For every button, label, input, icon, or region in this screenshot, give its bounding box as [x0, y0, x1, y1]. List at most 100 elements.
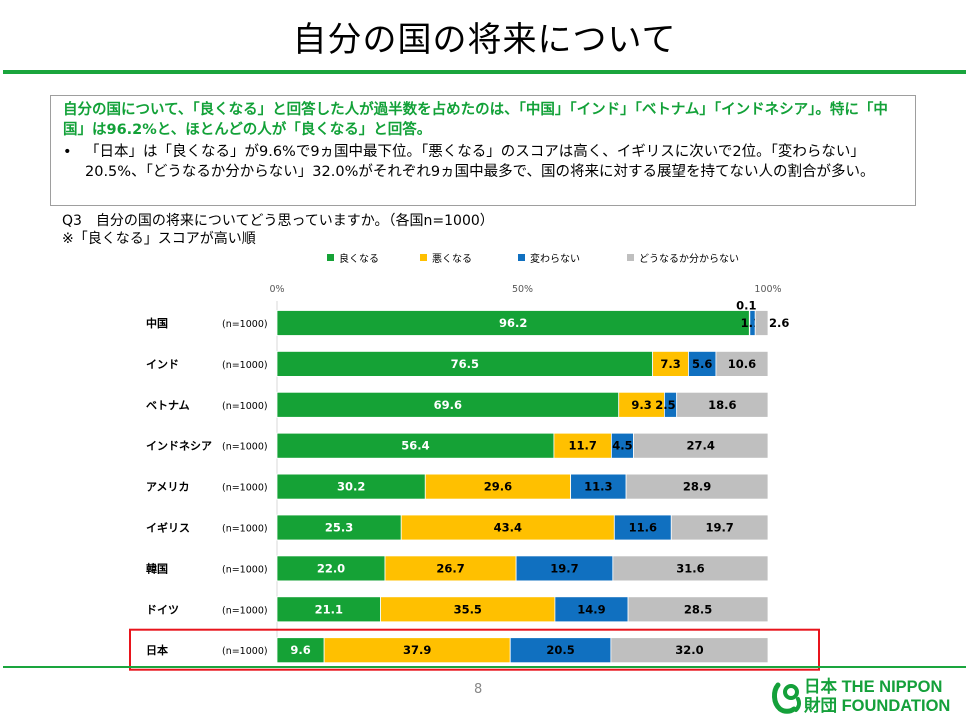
sample-size-label: (n=1000)	[222, 524, 268, 535]
data-label: 25.3	[325, 521, 353, 535]
data-label: 26.7	[436, 561, 464, 575]
x-tick-label: 100%	[754, 284, 781, 295]
logo-line-1: 日本 THE NIPPON	[804, 678, 943, 696]
category-label: インド	[146, 358, 179, 371]
summary-box: 自分の国について、「良くなる」と回答した人が過半数を占めたのは、「中国」「インド…	[50, 95, 916, 206]
page-title: 自分の国の将来について	[292, 20, 677, 60]
data-label: 7.3	[660, 357, 680, 371]
sample-size-label: (n=1000)	[222, 319, 268, 330]
data-label: 29.6	[484, 480, 512, 494]
bar-segment	[670, 514, 769, 541]
sample-size-label: (n=1000)	[222, 564, 268, 575]
legend-item: 良くなる	[327, 250, 379, 265]
bar-segment	[380, 596, 556, 623]
data-label: 96.2	[499, 316, 527, 330]
bar-segment	[509, 637, 612, 664]
data-label: 69.6	[434, 398, 462, 412]
category-label: ベトナム	[146, 399, 190, 412]
bar-segment	[613, 514, 672, 541]
bar-segment	[424, 473, 572, 500]
data-label: 9.3	[631, 398, 651, 412]
summary-bullet-text: 「日本」は「良くなる」が9.6%で9ヵ国中最下位。「悪くなる」のスコアは高く、イ…	[85, 144, 875, 180]
data-label: 10.6	[728, 357, 756, 371]
data-label: 28.5	[684, 602, 712, 616]
data-label: 37.9	[403, 643, 431, 657]
question-text: Q3 自分の国の将来についてどう思っていますか。（各国n=1000）	[62, 213, 494, 229]
bar-segment	[612, 555, 769, 582]
bar-segment	[384, 555, 517, 582]
legend-swatch	[627, 254, 634, 261]
bar-segment	[610, 637, 769, 664]
data-label: 11.7	[568, 439, 596, 453]
data-label: 30.2	[337, 480, 365, 494]
data-label: 21.1	[315, 602, 343, 616]
category-label: 中国	[146, 316, 168, 330]
data-label: 19.7	[550, 561, 578, 575]
bar-segment	[276, 350, 654, 377]
bar-segment	[515, 555, 614, 582]
bar-segment	[276, 555, 386, 582]
data-label: 9.6	[290, 643, 310, 657]
data-label: 11.6	[629, 521, 657, 535]
bar-segment	[276, 432, 555, 459]
data-label: 31.6	[676, 561, 704, 575]
summary-headline: 自分の国について、「良くなる」と回答した人が過半数を占めたのは、「中国」「インド…	[63, 102, 888, 138]
x-tick-label: 0%	[269, 284, 284, 295]
bullet-mark: •	[63, 144, 72, 160]
sample-size-label: (n=1000)	[222, 401, 268, 412]
data-label: 32.0	[675, 643, 703, 657]
bar-segment	[618, 391, 665, 418]
question-note: ※「良くなる」スコアが高い順	[62, 231, 256, 247]
nippon-foundation-logo: 日本 THE NIPPON 財団 FOUNDATION	[770, 677, 950, 717]
title-divider	[3, 70, 966, 74]
category-label: 日本	[146, 643, 168, 657]
category-label: インドネシア	[146, 440, 212, 453]
data-label: 35.5	[454, 602, 482, 616]
bar-segment	[754, 310, 769, 336]
data-label: 22.0	[317, 561, 345, 575]
data-label: 2.6	[769, 316, 789, 330]
bar-segment	[553, 432, 612, 459]
data-label: 43.4	[494, 521, 522, 535]
category-label: 韓国	[146, 561, 168, 575]
logo-wordmark: 日本 THE NIPPON 財団 FOUNDATION	[804, 678, 950, 716]
legend-item: 変わらない	[518, 250, 580, 265]
sample-size-label: (n=1000)	[222, 483, 268, 494]
highlight-frame	[129, 628, 820, 671]
legend-item: 悪くなる	[420, 250, 472, 265]
bar-segment	[627, 596, 769, 623]
data-label: 0.1	[736, 299, 756, 313]
legend-label: どうなるか分からない	[639, 254, 739, 265]
data-label: 5.6	[692, 357, 712, 371]
legend-swatch	[327, 254, 334, 261]
legend-item: どうなるか分からない	[627, 250, 739, 265]
footer-divider	[3, 666, 966, 668]
logo-line-2: 財団 FOUNDATION	[804, 697, 951, 715]
data-label: 4.5	[612, 439, 632, 453]
data-label: 76.5	[451, 357, 479, 371]
legend-label: 悪くなる	[432, 254, 472, 265]
data-label: 18.6	[708, 398, 736, 412]
bar-segment	[276, 473, 426, 500]
sample-size-label: (n=1000)	[222, 442, 268, 453]
sample-size-label: (n=1000)	[222, 605, 268, 616]
bar-segment	[276, 391, 620, 418]
data-label: 56.4	[401, 439, 429, 453]
page-number: 8	[474, 682, 483, 697]
data-label: 14.9	[577, 602, 605, 616]
bar-segment	[276, 310, 750, 336]
category-label: ドイツ	[146, 603, 179, 616]
bar-segment	[276, 637, 325, 664]
data-label: 27.4	[687, 439, 715, 453]
bar-segment	[570, 473, 627, 500]
legend-label: 良くなる	[339, 254, 379, 265]
bar-segment	[715, 350, 769, 377]
data-label: 20.5	[546, 643, 574, 657]
category-label: イギリス	[146, 521, 190, 535]
data-label: 2.5	[655, 398, 675, 412]
bar-segment	[276, 596, 382, 623]
data-label: 19.7	[705, 521, 733, 535]
bar-segment	[676, 391, 769, 418]
legend-label: 変わらない	[530, 254, 580, 265]
